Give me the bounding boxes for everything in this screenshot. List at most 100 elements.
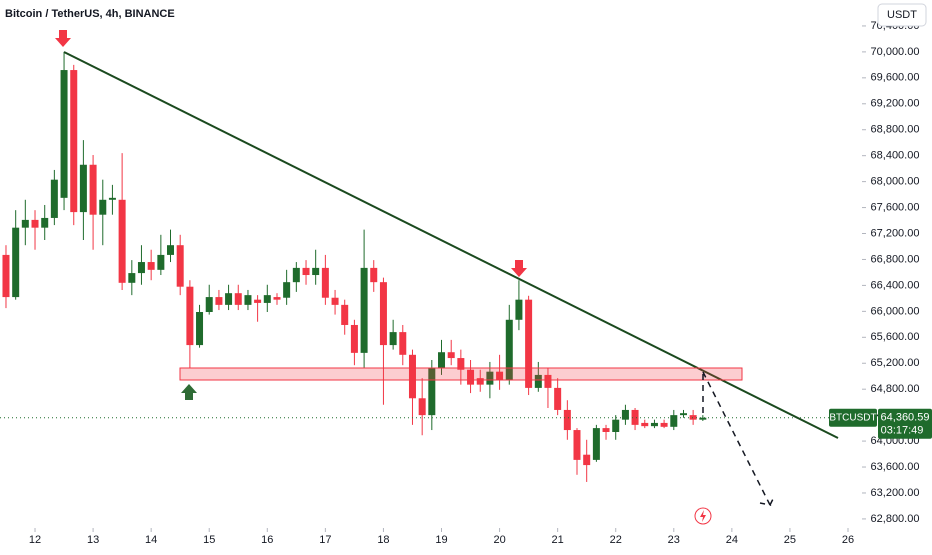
candle-body <box>670 415 678 427</box>
candle-body <box>486 371 494 385</box>
candle-body <box>467 369 475 385</box>
candle-body <box>438 352 446 368</box>
candle-body <box>370 267 378 283</box>
y-tick-label: 70,000.00 <box>871 46 920 58</box>
y-tick-label: 67,200.00 <box>871 227 920 239</box>
candle-body <box>254 299 262 303</box>
x-tick-label: 25 <box>784 534 796 546</box>
candle-body <box>496 371 504 381</box>
candle-body <box>321 267 329 298</box>
candle-body <box>428 367 436 416</box>
candle-body <box>157 254 165 270</box>
candle-body <box>476 378 484 385</box>
y-tick-label: 65,600.00 <box>871 331 920 343</box>
x-tick-label: 24 <box>726 534 738 546</box>
candle-body <box>292 267 300 283</box>
x-tick-label: 13 <box>87 534 99 546</box>
y-tick-label: 65,200.00 <box>871 357 920 369</box>
x-tick-label: 19 <box>435 534 447 546</box>
x-tick-label: 20 <box>493 534 505 546</box>
candle-body <box>350 324 358 353</box>
candle-body <box>660 422 668 427</box>
x-tick-label: 12 <box>29 534 41 546</box>
last-price-tag <box>878 408 932 439</box>
down-arrow <box>511 260 527 277</box>
candle-body <box>573 430 581 460</box>
countdown-label: 03:17:49 <box>881 425 924 437</box>
candle-body <box>176 245 184 287</box>
candle-body <box>273 297 281 300</box>
candle-body <box>312 267 320 276</box>
x-tick-label: 22 <box>610 534 622 546</box>
last-price-label: 64,360.59 <box>881 412 930 424</box>
chart-title: Bitcoin / TetherUS, 4h, BINANCE <box>5 8 175 20</box>
candle-body <box>689 415 697 420</box>
candle-body <box>302 267 310 276</box>
candle-body <box>41 217 49 228</box>
candle-body <box>408 354 416 399</box>
candle-body <box>79 164 87 213</box>
candle-body <box>679 413 687 416</box>
candle-body <box>592 428 600 460</box>
candle-body <box>108 197 116 200</box>
x-tick-label: 26 <box>842 534 854 546</box>
price-axis <box>862 0 932 550</box>
candle-body <box>225 293 233 305</box>
candle-body <box>128 273 136 283</box>
candle-body <box>244 295 252 305</box>
y-tick-label: 63,200.00 <box>871 487 920 499</box>
candle-body <box>699 417 707 420</box>
candle-body <box>583 454 591 466</box>
x-tick-label: 15 <box>203 534 215 546</box>
y-tick-label: 62,800.00 <box>871 513 920 525</box>
candle-body <box>118 199 126 283</box>
currency-button[interactable] <box>877 3 927 27</box>
candle-body <box>554 387 562 410</box>
candle-body <box>50 179 58 218</box>
candle-body <box>505 319 513 381</box>
y-tick-label: 69,600.00 <box>871 72 920 84</box>
y-tick-label: 66,400.00 <box>871 279 920 291</box>
candle-body <box>331 297 339 305</box>
candle-body <box>621 409 629 420</box>
y-tick-label: 67,600.00 <box>871 201 920 213</box>
candle-body <box>21 219 29 228</box>
event-icon-glyph <box>700 510 706 522</box>
y-tick-label: 63,600.00 <box>871 461 920 473</box>
candle-body <box>12 227 20 298</box>
candle-body <box>447 352 455 359</box>
candle-body <box>525 299 533 388</box>
candle-body <box>641 422 649 427</box>
y-tick-label: 64,800.00 <box>871 383 920 395</box>
candle-body <box>534 374 542 388</box>
candle-body <box>205 297 213 312</box>
candle-body <box>418 398 426 416</box>
y-tick-label: 69,200.00 <box>871 98 920 110</box>
candle-body <box>70 70 78 213</box>
candle-body <box>283 282 291 298</box>
candle-body <box>399 332 407 355</box>
candle-body <box>379 282 387 346</box>
candle-body <box>631 409 639 425</box>
x-tick-label: 14 <box>145 534 157 546</box>
candle-body <box>196 312 204 346</box>
candle-body <box>234 293 242 305</box>
candle-body <box>215 297 223 305</box>
candle-body <box>60 70 68 198</box>
support-zone <box>179 367 743 381</box>
currency-label[interactable]: USDT <box>887 9 917 21</box>
candle-body <box>89 164 97 215</box>
candle-body <box>389 332 397 346</box>
candle-body <box>457 358 465 370</box>
candle-body <box>263 295 271 303</box>
x-tick-label: 21 <box>552 534 564 546</box>
candle-body <box>341 304 349 325</box>
candle-body <box>166 245 174 255</box>
candle-body <box>137 262 145 274</box>
candle-body <box>186 286 194 346</box>
candle-body <box>147 262 155 270</box>
candle-body <box>650 422 658 427</box>
candle-body <box>31 219 39 228</box>
